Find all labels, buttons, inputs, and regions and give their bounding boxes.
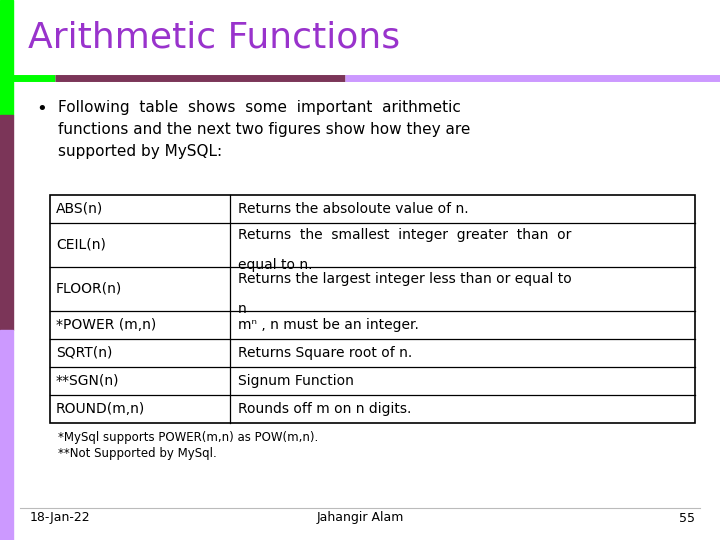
Text: **Not Supported by MySql.: **Not Supported by MySql. (58, 447, 217, 460)
Text: *MySql supports POWER(m,n) as POW(m,n).: *MySql supports POWER(m,n) as POW(m,n). (58, 431, 318, 444)
Text: ABS(n): ABS(n) (56, 202, 103, 216)
Text: Arithmetic Functions: Arithmetic Functions (28, 21, 400, 55)
Text: 18-Jan-22: 18-Jan-22 (30, 511, 91, 524)
Text: supported by MySQL:: supported by MySQL: (58, 144, 222, 159)
Text: Jahangir Alam: Jahangir Alam (316, 511, 404, 524)
Text: FLOOR(n): FLOOR(n) (56, 282, 122, 296)
Text: ROUND(m,n): ROUND(m,n) (56, 402, 145, 416)
Text: Following  table  shows  some  important  arithmetic: Following table shows some important ari… (58, 100, 461, 115)
Text: Returns  the  smallest  integer  greater  than  or: Returns the smallest integer greater tha… (238, 228, 572, 242)
Text: Returns the absoloute value of n.: Returns the absoloute value of n. (238, 202, 469, 216)
Text: *POWER (m,n): *POWER (m,n) (56, 318, 156, 332)
Text: n: n (238, 302, 247, 316)
Text: Returns Square root of n.: Returns Square root of n. (238, 346, 413, 360)
Bar (50, 195, 695, 423)
Bar (0, 0, 13, 115)
Text: 55: 55 (679, 511, 695, 524)
Text: •: • (36, 100, 47, 118)
Text: **SGN(n): **SGN(n) (56, 374, 120, 388)
Bar (0, 330, 13, 540)
Text: Rounds off m on n digits.: Rounds off m on n digits. (238, 402, 411, 416)
Text: CEIL(n): CEIL(n) (56, 238, 106, 252)
Text: Signum Function: Signum Function (238, 374, 354, 388)
Text: mⁿ , n must be an integer.: mⁿ , n must be an integer. (238, 318, 419, 332)
Text: SQRT(n): SQRT(n) (56, 346, 112, 360)
Text: equal to n.: equal to n. (238, 258, 312, 272)
Text: functions and the next two figures show how they are: functions and the next two figures show … (58, 122, 470, 137)
Bar (0, 115, 13, 330)
Text: Returns the largest integer less than or equal to: Returns the largest integer less than or… (238, 272, 572, 286)
